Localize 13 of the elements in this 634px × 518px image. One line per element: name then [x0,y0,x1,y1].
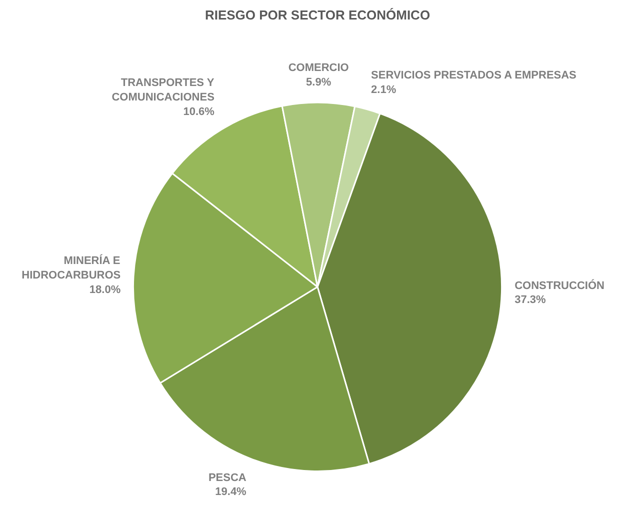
data-label: 10.6% [183,106,215,118]
slice-label: PESCA [208,472,246,484]
slice-label: MINERÍA E HIDROCARBUROS [22,254,121,282]
chart-title: RIESGO POR SECTOR ECONÓMICO [204,8,430,22]
data-label: 19.4% [215,486,247,498]
data-label: 37.3% [514,294,546,306]
data-label: 5.9% [306,76,332,89]
slice-label: COMERCIO [288,62,350,74]
data-label: 18.0% [89,284,121,296]
slice-label: CONSTRUCCIÓN [514,278,604,292]
slice-label: SERVICIOS PRESTADOS A EMPRESAS [371,70,576,82]
slice-label: TRANSPORTES Y COMUNICACIONES [112,77,215,104]
data-label: 2.1% [371,84,396,96]
